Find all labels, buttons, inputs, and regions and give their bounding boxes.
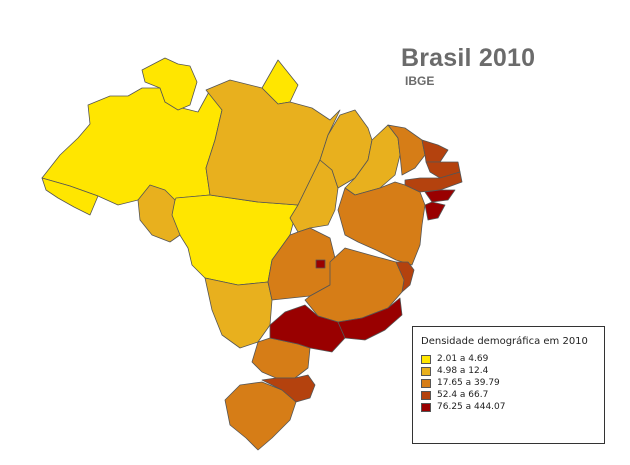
region-rio-de-janeiro	[337, 297, 403, 341]
legend-item: 52.4 a 66.7	[421, 389, 604, 401]
region-roraima	[141, 57, 198, 111]
legend-item: 2.01 a 4.69	[421, 353, 604, 365]
legend-swatch	[421, 366, 431, 376]
legend-label: 52.4 a 66.7	[437, 390, 489, 400]
legend-item: 76.25 a 444.07	[421, 401, 604, 413]
legend-swatch	[421, 390, 431, 400]
legend-item: 17.65 a 39.79	[421, 377, 604, 389]
region-sergipe	[424, 201, 446, 221]
map-subtitle: IBGE	[405, 74, 435, 88]
legend-swatch	[421, 402, 431, 412]
region-pernambuco	[404, 171, 463, 193]
legend-label: 76.25 a 444.07	[437, 402, 506, 412]
map-title: Brasil 2010	[401, 44, 536, 72]
legend-swatch	[421, 378, 431, 388]
region-mato-grosso-do-sul	[204, 277, 273, 349]
region-ceara	[387, 124, 426, 176]
legend-label: 17.65 a 39.79	[437, 378, 500, 388]
region-distrito-federal	[315, 259, 326, 269]
region-santa-catarina	[261, 374, 316, 403]
region-bahia	[337, 181, 426, 266]
legend: Densidade demográfica em 2010 2.01 a 4.6…	[412, 326, 605, 444]
region-rio-grande-do-norte	[421, 139, 449, 163]
legend-label: 4.98 a 12.4	[437, 366, 489, 376]
region-alagoas	[424, 189, 456, 203]
region-rio-grande-do-sul	[224, 381, 297, 451]
region-rondonia	[137, 184, 181, 243]
legend-label: 2.01 a 4.69	[437, 354, 489, 364]
region-acre	[41, 177, 99, 216]
legend-title: Densidade demográfica em 2010	[421, 336, 588, 347]
region-espirito-santo	[395, 261, 415, 293]
legend-item: 4.98 a 12.4	[421, 365, 604, 377]
legend-swatch	[421, 354, 431, 364]
